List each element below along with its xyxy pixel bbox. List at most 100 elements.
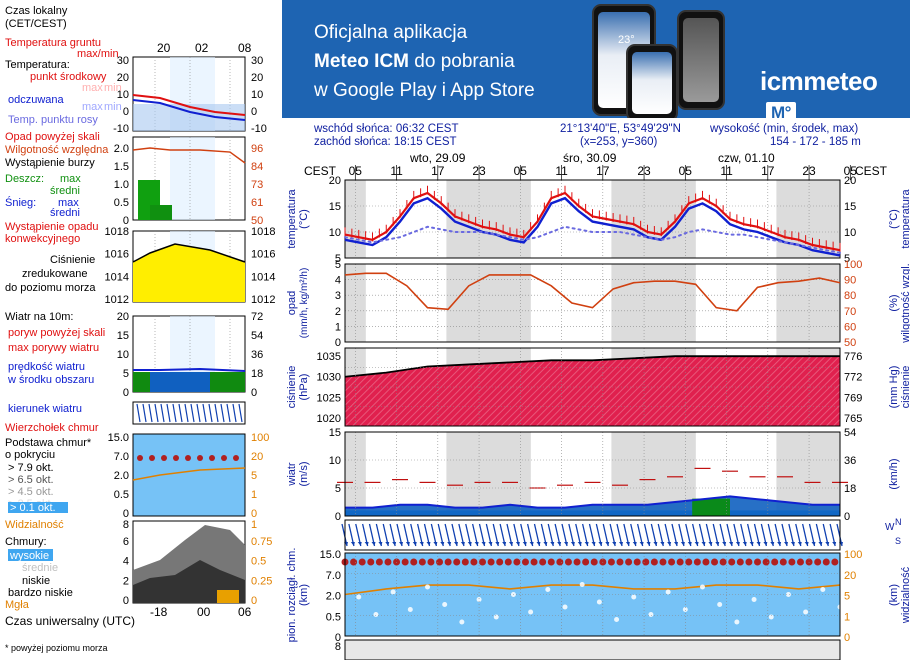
wind-dir-arrowhead (729, 542, 733, 546)
pressure-axis-label: ciśnienie (286, 366, 298, 409)
cloud-base-dot (407, 607, 413, 612)
legend-tz-local: Czas lokalny (5, 5, 68, 17)
pressure-axis-unit: (hPa) (298, 374, 310, 401)
cloud-top-dot (625, 558, 633, 566)
panel-frame (344, 552, 841, 637)
cloud-top-dot (530, 558, 538, 566)
wind-axis-unit-right: (km/h) (888, 458, 900, 489)
legend-tick: 6 (123, 536, 129, 548)
wind-dir-arrowhead (625, 542, 630, 546)
promo-banner[interactable]: Oficjalna aplikacja Meteo ICM do pobrani… (282, 0, 910, 118)
cloud-top-dot (367, 558, 375, 566)
cloud-top-dot (479, 558, 486, 566)
cloud-base-dot (545, 587, 551, 592)
pressure-tick: 1030 (317, 372, 341, 384)
legend-dir-arrow (148, 403, 153, 423)
legend-temp-line (132, 94, 246, 116)
legend-cloud-dot (197, 455, 203, 461)
wind-tick: 5 (335, 483, 341, 495)
cloud-top-dot (788, 558, 796, 566)
precip-tick: 5 (335, 259, 341, 271)
legend-tick: 0 (251, 387, 257, 399)
legend-temp-max: max (82, 82, 103, 94)
legend-tick: 1018 (105, 226, 129, 238)
night-band (611, 264, 696, 342)
legend-tick: 50 (251, 215, 263, 227)
wind-dir-arrowhead (632, 542, 637, 546)
legend-cloud-top: Wierzchołek chmur (5, 422, 99, 434)
legend-tick: 30 (251, 55, 263, 67)
wind-dir-arrowhead (495, 542, 500, 546)
cloud-top-dot (831, 558, 839, 566)
visibility-axis-label: widzialność (900, 566, 910, 624)
legend-snow: Śnieg: (5, 196, 36, 209)
legend-tick: 96 (251, 143, 263, 155)
cloud-axis-label: pion. rozciągł. chm. (286, 548, 298, 643)
cloud-tick: 0 (335, 632, 341, 644)
wind-dir-arrowhead (364, 542, 369, 546)
cloud-top-dot (358, 558, 366, 566)
cloud-top-dot (633, 558, 641, 566)
legend-tick: 0 (251, 595, 257, 607)
coords: 21°13'40"E, 53°49'29"N (560, 123, 681, 135)
cloud-top-dot (539, 558, 547, 566)
cloud-top-dot (822, 558, 830, 566)
legend-cloud-dot (137, 455, 143, 461)
legend-panel: Czas lokalny (CET/CEST) 20 02 08 Tempera… (5, 5, 252, 653)
pressure-line (344, 355, 840, 378)
wind-dir-arrowhead (598, 542, 603, 546)
cloud-top-dot (693, 558, 701, 566)
cloud-top-dot (573, 558, 581, 566)
wind-dir-arrowhead (447, 542, 452, 546)
legend-cloud-dot (173, 455, 179, 461)
legend-top-tick: 02 (195, 41, 209, 55)
legend-tick: 0.25 (251, 575, 272, 587)
legend-cl-high: wysokie (9, 550, 49, 562)
legend-temp-mid: punkt środkowy (30, 71, 107, 83)
legend-wind-line (133, 367, 246, 372)
cloud-top-dot (814, 558, 822, 566)
lower-panel (344, 639, 841, 660)
precip-axis-unit: (mm/h, kg/m²/h) (299, 268, 310, 339)
wind-axis-unit: (m/s) (298, 461, 310, 486)
phone-image-2 (626, 44, 678, 118)
wind-dir-arrowhead (674, 542, 678, 546)
legend-clouds: Chmury: (5, 536, 47, 548)
wind-dir-arrowhead (770, 542, 775, 546)
wind-dir-arrowhead (536, 542, 541, 546)
legend-pressure3: do poziomu morza (5, 282, 96, 294)
cloud-base-dot (803, 609, 809, 615)
wind-dir-arrowhead (797, 542, 802, 546)
temp-axis-label: temperatura (286, 188, 298, 248)
cloud-base-dot (373, 612, 379, 617)
wind-dir-arrowhead (660, 542, 665, 546)
legend-tick: 0 (123, 595, 129, 607)
wind-dir-arrowhead (777, 542, 782, 546)
legend-cl-vlow: bardzo niskie (8, 587, 73, 599)
cloud-top-dot (461, 558, 469, 566)
cloud-top-dot (582, 558, 590, 566)
legend-dir-arrow (166, 403, 171, 423)
banner-line2-rest: do pobrania (409, 51, 515, 72)
legend-top-tick: 20 (157, 41, 171, 55)
temp-axis-unit-right: (°C) (888, 209, 900, 229)
wind-dir-arrowhead (481, 542, 486, 546)
wind-dir-arrowhead (790, 542, 795, 546)
legend-tick: 0.75 (251, 536, 272, 548)
wind-dir-arrowhead (708, 542, 713, 546)
legend-bottom-tick: 06 (238, 605, 252, 619)
legend-tick: 18 (251, 368, 263, 380)
legend-dir-arrow (220, 403, 225, 423)
cloud-base-dot (751, 597, 757, 602)
cloud-top-dot (521, 558, 529, 566)
legend-okt2: > 6.5 okt. (8, 474, 54, 486)
cloud-base-dot (717, 602, 723, 607)
wind-dir-arrowhead (646, 542, 651, 546)
legend-rain-bar (150, 205, 172, 220)
legend-tick: 36 (251, 349, 263, 361)
cest-right: CEST (855, 164, 888, 178)
legend-temp: Temperatura: (5, 59, 70, 71)
pressure-axis-unit-right: (mm Hg) (888, 366, 900, 409)
legend-tick: 1014 (251, 271, 275, 283)
